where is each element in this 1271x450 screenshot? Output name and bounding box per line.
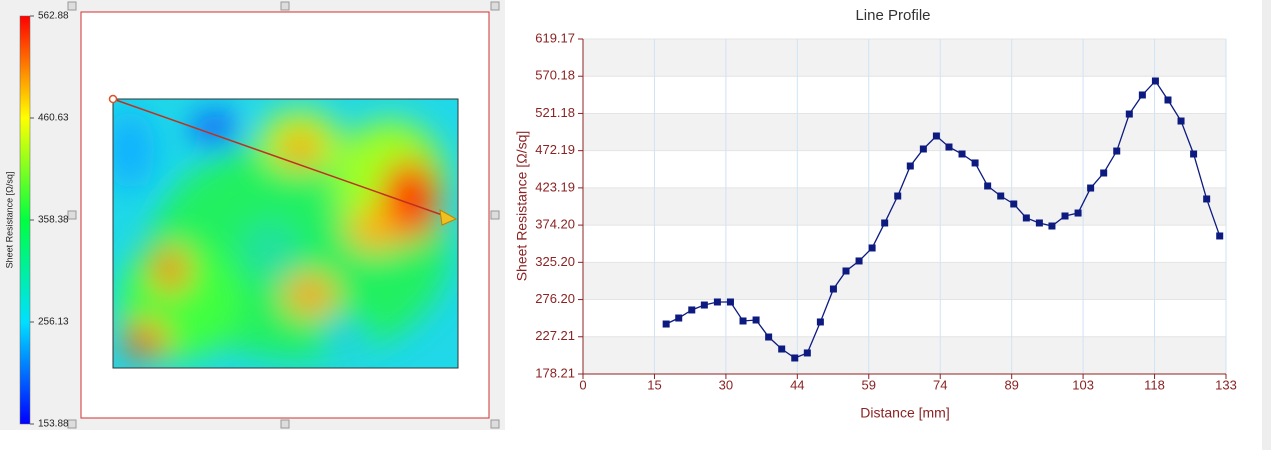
y-tick-label: 227.21 [535, 328, 575, 343]
resize-handle[interactable] [67, 1, 77, 11]
data-point [713, 298, 721, 306]
data-point [816, 318, 824, 326]
x-tick-label: 15 [647, 377, 661, 392]
profile-end[interactable] [439, 209, 458, 226]
x-tick-label: 59 [862, 377, 876, 392]
resize-handle[interactable] [280, 419, 290, 429]
data-point [1010, 200, 1018, 208]
colorbar-tick-label: 460.63 [38, 113, 69, 124]
data-point [700, 301, 708, 309]
grid-band [583, 336, 1226, 374]
data-point [984, 182, 992, 190]
resize-handle[interactable] [67, 210, 77, 220]
x-tick-label: 30 [719, 377, 733, 392]
data-point [1100, 169, 1108, 177]
resize-handle[interactable] [490, 419, 500, 429]
x-tick-label: 74 [933, 377, 947, 392]
grid-band [583, 187, 1226, 226]
grid-band [583, 39, 1226, 77]
data-point [881, 219, 889, 227]
data-point [791, 354, 799, 362]
data-point [1125, 110, 1133, 118]
data-point [1190, 150, 1198, 158]
profile-start[interactable] [108, 94, 118, 104]
resize-handle[interactable] [67, 419, 77, 429]
colorbar-tick-label: 562.88 [38, 11, 69, 22]
resize-handle[interactable] [490, 210, 500, 220]
x-tick-label: 133 [1215, 377, 1237, 392]
data-point [778, 345, 786, 353]
colorbar [19, 15, 31, 425]
data-point [675, 314, 683, 322]
colorbar-tick-label: 153.88 [38, 419, 69, 430]
data-point [1035, 219, 1043, 227]
grid-band [583, 262, 1226, 300]
data-point [1061, 212, 1069, 220]
x-tick-label: 89 [1004, 377, 1018, 392]
chart-title: Line Profile [855, 7, 930, 24]
plot-area [662, 77, 1224, 362]
data-point [688, 306, 696, 314]
y-tick-label: 178.21 [535, 365, 575, 380]
profile-line[interactable] [112, 98, 449, 218]
resize-handle[interactable] [280, 1, 290, 11]
data-point [662, 320, 670, 328]
data-point [958, 150, 966, 158]
data-point [1177, 117, 1185, 125]
data-point [906, 162, 914, 170]
data-point [1151, 77, 1159, 85]
y-tick-label: 570.18 [535, 68, 575, 83]
data-point [868, 244, 876, 252]
data-point [803, 349, 811, 357]
data-point [1164, 96, 1172, 104]
data-point [919, 145, 927, 153]
y-tick-label: 472.19 [535, 142, 575, 157]
colorbar-tick-label: 358.38 [38, 215, 69, 226]
data-point [945, 143, 953, 151]
data-point [752, 316, 760, 324]
colorbar-label: Sheet Resistance [Ω/sq] [4, 172, 14, 269]
scroll-strip[interactable] [1262, 0, 1271, 450]
x-axis-label: Distance [mm] [860, 405, 949, 421]
x-tick-label: 118 [1144, 377, 1165, 392]
x-tick-label: 103 [1072, 377, 1094, 392]
heatmap-border [112, 98, 459, 369]
data-point [726, 298, 734, 306]
data-point [1022, 214, 1030, 222]
data-point [997, 192, 1005, 200]
data-point [739, 317, 747, 325]
data-point [894, 192, 902, 200]
y-axis-label: Sheet Resistance [Ω/sq] [514, 131, 530, 282]
data-point [971, 159, 979, 167]
heatmap [113, 99, 458, 368]
data-point [765, 333, 773, 341]
y-tick-label: 276.20 [535, 291, 575, 306]
data-point [1138, 91, 1146, 99]
data-point [1087, 184, 1095, 192]
data-point [855, 257, 863, 265]
data-point [1216, 232, 1224, 240]
y-tick-label: 619.17 [535, 30, 575, 45]
data-point [1048, 222, 1056, 230]
data-point [1074, 209, 1082, 217]
data-point [829, 285, 837, 293]
y-tick-label: 521.18 [535, 105, 575, 120]
grid-band [583, 113, 1226, 151]
x-tick-label: 0 [579, 377, 586, 392]
y-tick-label: 374.20 [535, 217, 575, 232]
data-point [932, 132, 940, 140]
data-point [1113, 147, 1121, 155]
y-tick-label: 423.19 [535, 179, 575, 194]
colorbar-tick-label: 256.13 [38, 317, 69, 328]
resize-handle[interactable] [490, 1, 500, 11]
data-point [842, 267, 850, 275]
data-point [1203, 195, 1211, 203]
y-tick-label: 325.20 [535, 254, 575, 269]
x-tick-label: 44 [790, 377, 804, 392]
